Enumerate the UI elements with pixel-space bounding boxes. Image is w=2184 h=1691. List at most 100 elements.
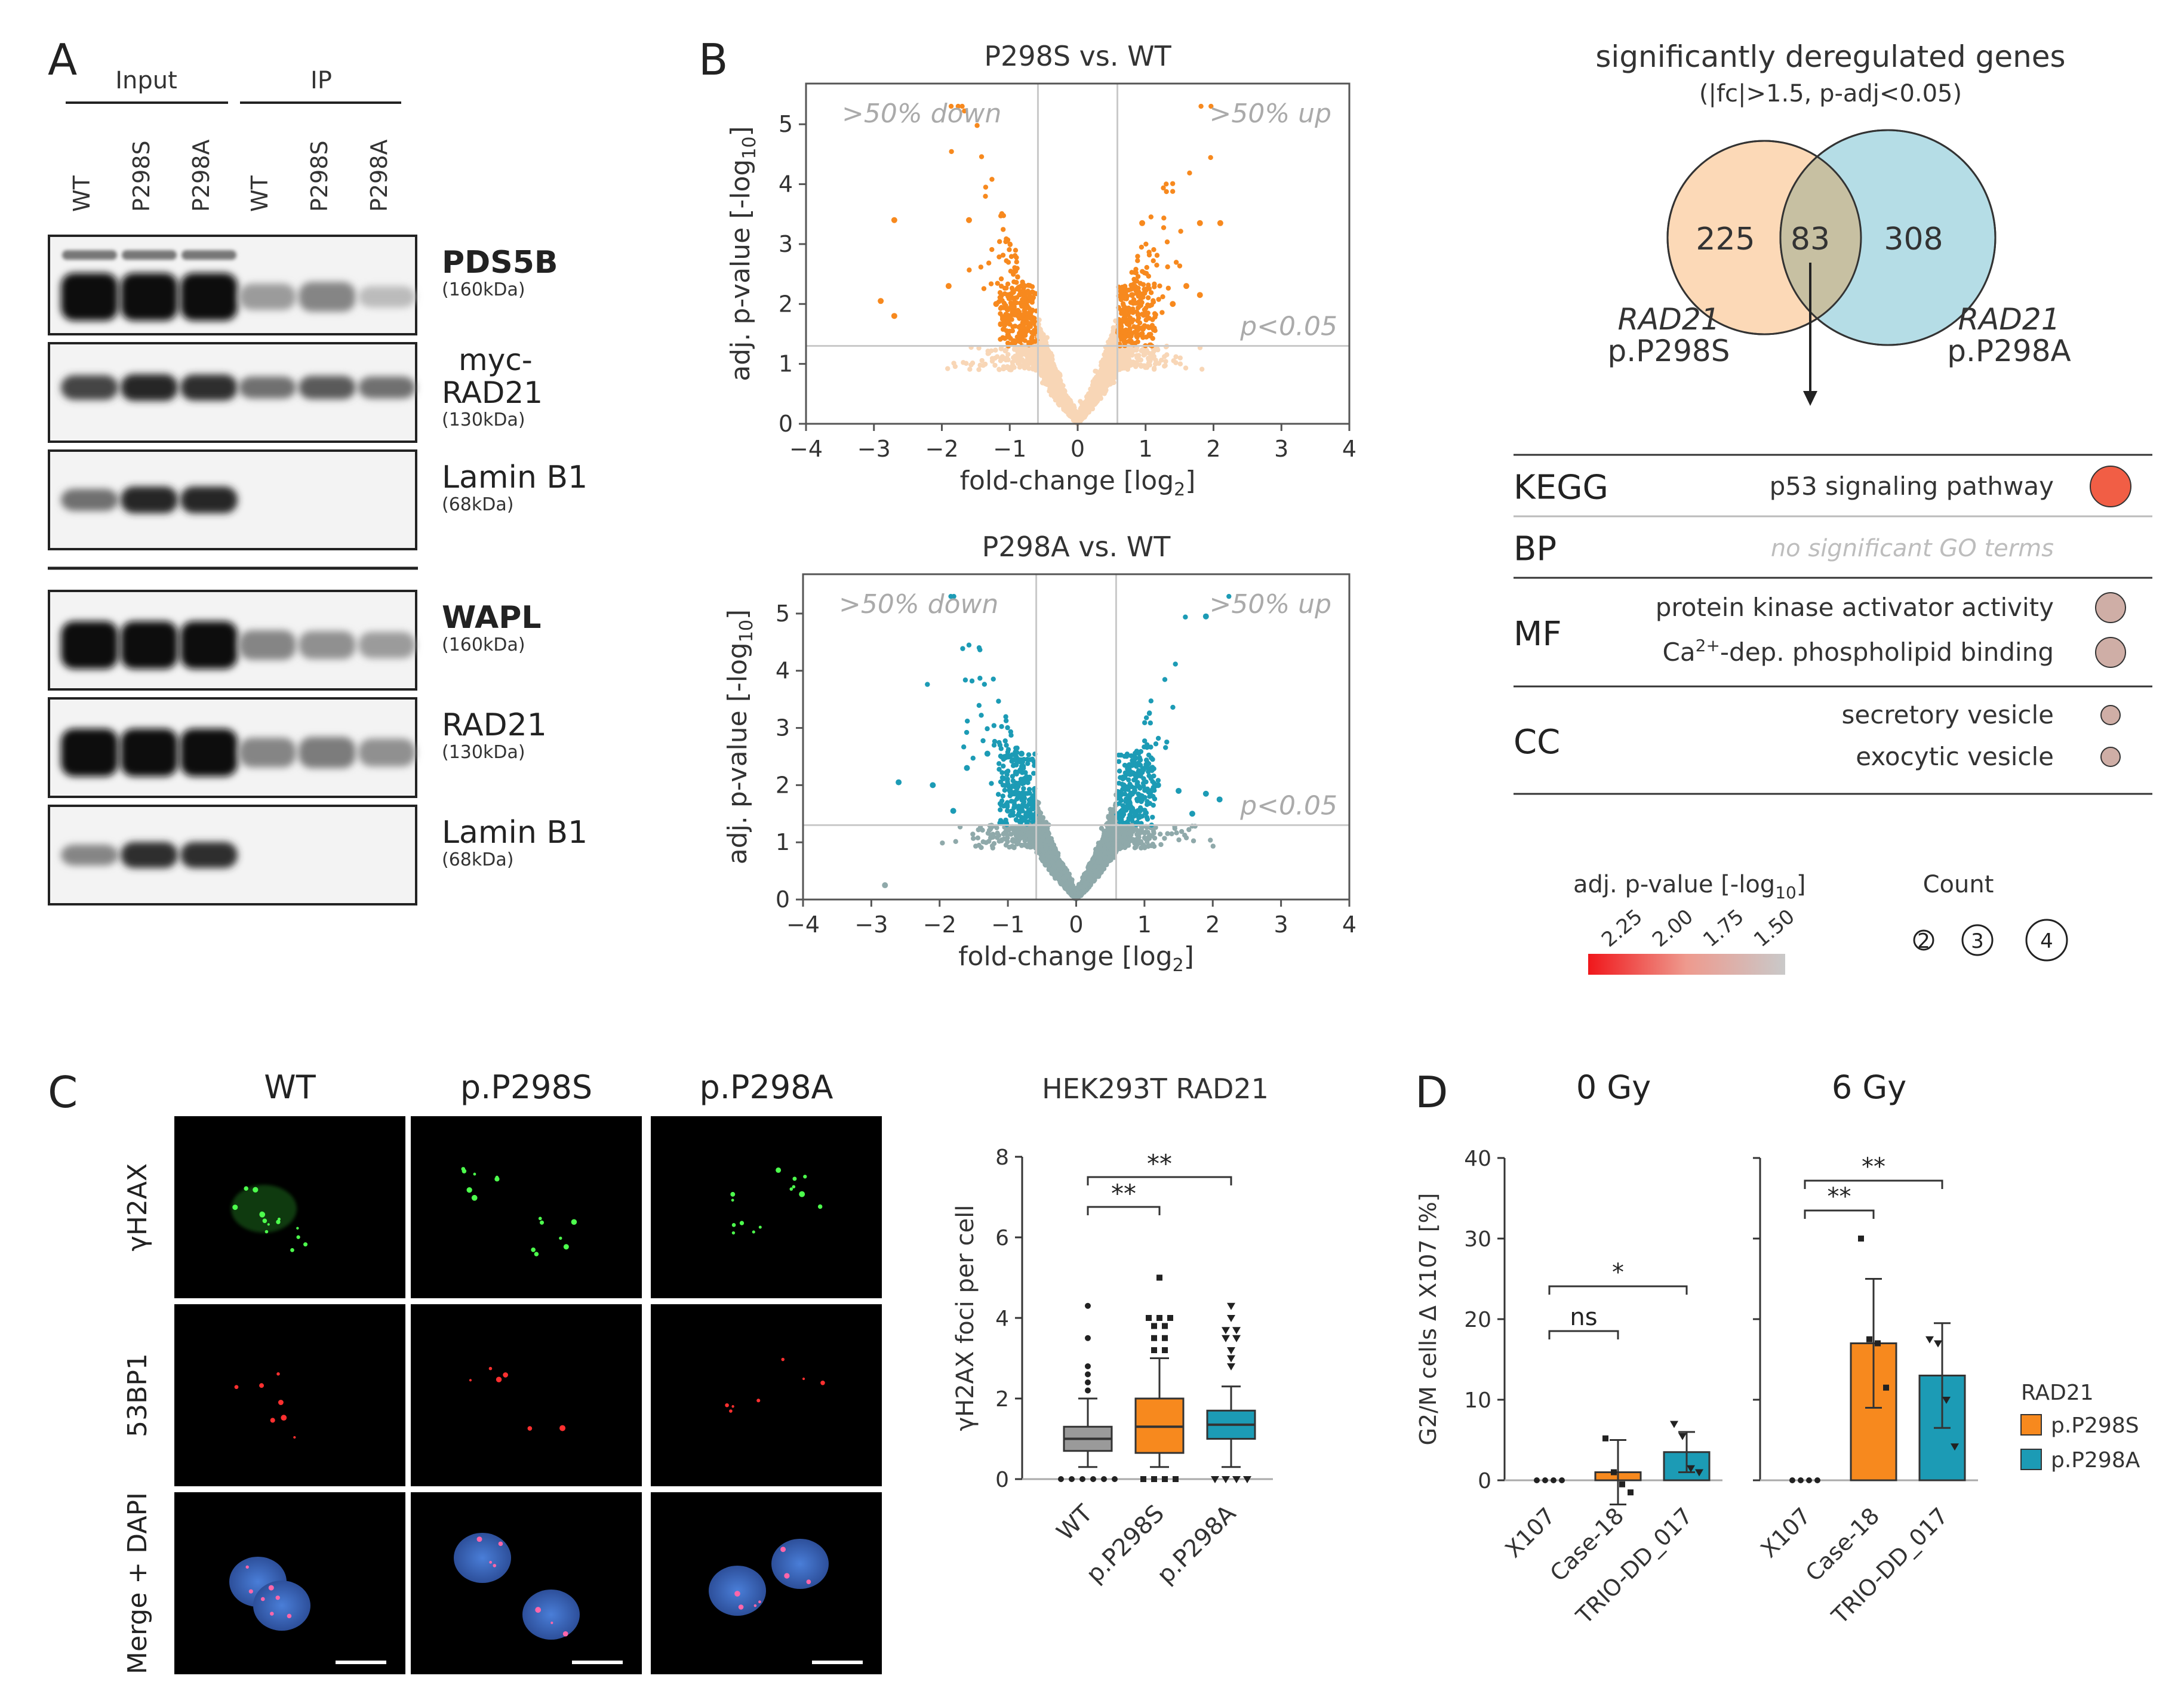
western-blots: PDS5B(160kDa)myc-RAD21(130kDa)Lamin B1(6… [48, 235, 587, 905]
volcano-point [1057, 379, 1063, 385]
blot-band [121, 728, 178, 777]
blot-label: PDS5B [442, 245, 558, 281]
volcano-point [996, 740, 1002, 746]
volcano-point-significant [1129, 292, 1135, 298]
volcano-point [1101, 362, 1106, 368]
volcano-point [1173, 260, 1179, 265]
blot-band [358, 286, 416, 308]
volcano-point [1154, 252, 1160, 258]
volcano-point-significant [1150, 335, 1155, 341]
blot-band [358, 632, 416, 658]
volcano-point [996, 761, 1002, 766]
volcano-point [1133, 363, 1139, 369]
volcano-point-significant [1025, 288, 1031, 294]
volcano-point-significant [1126, 332, 1131, 338]
volcano-point [1102, 357, 1108, 362]
volcano-point-significant [1005, 312, 1010, 318]
volcano-point [1148, 720, 1153, 726]
ip-group-label: IP [310, 67, 332, 94]
volcano-point [983, 184, 989, 190]
volcano-point-significant [1130, 309, 1135, 315]
volcano-point [995, 354, 1000, 359]
volcano-point-significant [1007, 328, 1013, 334]
blot-size: (68kDa) [442, 849, 513, 870]
blot-label-line2: RAD21 [442, 375, 543, 410]
volcano-point [1017, 362, 1023, 368]
blot-band [239, 376, 296, 399]
volcano-point [976, 366, 982, 372]
volcano-point [1183, 365, 1189, 371]
volcano-point [982, 682, 988, 687]
volcano-point [955, 103, 961, 109]
blot-upper-band [122, 250, 177, 260]
blot-label: RAD21 [442, 707, 547, 743]
blot-band [180, 621, 238, 669]
volcano-point [1022, 362, 1028, 368]
volcano-point [977, 647, 983, 652]
volcano-point [1144, 264, 1149, 270]
volcano-point [1138, 362, 1143, 368]
volcano-point [1170, 704, 1176, 710]
blot-upper-band [62, 250, 117, 260]
volcano-point-significant [1149, 323, 1155, 328]
volcano-point [1108, 375, 1113, 380]
volcano-point [1149, 353, 1154, 358]
volcano-point [1043, 371, 1049, 377]
volcano-point-significant [1135, 312, 1141, 318]
blot-band [61, 488, 118, 512]
volcano-point [1161, 225, 1167, 230]
volcano-point [1131, 276, 1137, 282]
volcano-point-significant [998, 337, 1003, 342]
volcano-point [1129, 270, 1134, 275]
volcano-point [999, 211, 1005, 217]
volcano-point [1146, 250, 1152, 255]
volcano-point [1160, 294, 1165, 300]
volcano-point [975, 835, 980, 841]
volcano-point-significant [1119, 294, 1125, 300]
volcano-point [1135, 274, 1141, 279]
volcano-point-significant [1152, 281, 1157, 287]
volcano-point-significant [1028, 324, 1033, 329]
volcano-point-significant [1217, 220, 1223, 226]
volcano-point-significant [999, 298, 1005, 303]
volcano-point [993, 347, 998, 353]
blot-size: (130kDa) [442, 742, 525, 763]
y-tick-label: 2 [779, 291, 793, 317]
volcano-point [1003, 239, 1008, 245]
x-tick-label: 4 [1342, 436, 1356, 462]
blot-band [239, 630, 296, 660]
volcano-point-significant [1134, 288, 1140, 293]
blot-label: WAPL [442, 600, 542, 636]
blot-myc-rad21: myc-RAD21(130kDa) [48, 342, 543, 443]
blot-band [121, 273, 178, 321]
volcano-plot-p298a: P298A vs. WT>50% down >50% upp<0.05−4 −3 −2… [722, 531, 1356, 976]
x-tick-label: 0 [1071, 436, 1085, 462]
volcano-point [1039, 358, 1045, 364]
volcano-point [1191, 838, 1196, 843]
blot-band [180, 486, 238, 513]
volcano-point-significant [1140, 327, 1146, 332]
volcano-point [979, 358, 985, 364]
blot-band [61, 273, 118, 321]
volcano-point-significant [1002, 291, 1008, 297]
volcano-point [1154, 262, 1159, 268]
blot-size: (68kDa) [442, 494, 513, 515]
volcano-point-significant [1146, 286, 1152, 291]
blot-size: (130kDa) [442, 409, 525, 430]
volcano-point [1011, 279, 1017, 285]
volcano-point-significant [1137, 303, 1142, 309]
volcano-point [1098, 369, 1103, 375]
volcano-point [1164, 189, 1169, 195]
volcano-point [1084, 404, 1090, 409]
panel-a-letter: A [48, 35, 77, 85]
volcano-point [1067, 401, 1072, 406]
volcano-point-significant [945, 283, 952, 289]
volcano-point-significant [998, 284, 1004, 289]
volcano-point [983, 193, 988, 199]
blot-band [180, 842, 238, 868]
volcano-plot-p298s: P298S vs. WT>50% down >50% upp<0.05−4 −3 −2… [725, 40, 1356, 500]
blot-band [239, 737, 296, 768]
lane-labels: WT P298S P298A WT P298S P298A [69, 140, 392, 212]
volcano-point-significant [1152, 328, 1158, 334]
